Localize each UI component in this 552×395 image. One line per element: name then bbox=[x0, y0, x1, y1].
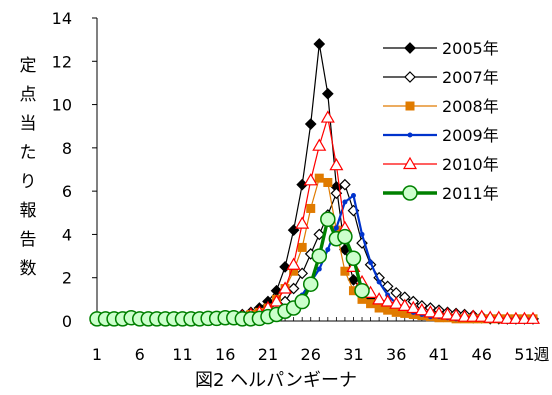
y-tick-label: 14 bbox=[52, 9, 72, 28]
data-point bbox=[302, 276, 319, 292]
data-point bbox=[306, 203, 316, 213]
legend-label: 2010年 bbox=[442, 155, 499, 174]
data-point bbox=[304, 118, 317, 130]
data-point bbox=[500, 311, 515, 324]
data-point bbox=[295, 216, 310, 229]
data-point bbox=[303, 173, 318, 186]
x-tick-label: 週 bbox=[534, 345, 550, 364]
x-tick-label: 36 bbox=[386, 345, 406, 364]
data-point bbox=[372, 292, 387, 305]
data-point bbox=[320, 110, 335, 123]
data-point bbox=[337, 228, 353, 245]
y-tick-label: 4 bbox=[62, 225, 72, 244]
data-point bbox=[406, 300, 421, 314]
data-point bbox=[329, 157, 344, 171]
data-point bbox=[320, 211, 336, 228]
data-point bbox=[333, 225, 339, 231]
data-point bbox=[508, 311, 523, 324]
legend-label: 2007年 bbox=[442, 68, 499, 87]
data-point bbox=[321, 87, 334, 100]
data-point bbox=[368, 260, 374, 266]
data-point bbox=[313, 228, 326, 241]
data-point bbox=[269, 294, 284, 307]
data-point bbox=[376, 279, 382, 285]
data-point bbox=[404, 71, 416, 83]
data-point bbox=[402, 185, 418, 201]
data-point bbox=[323, 177, 333, 187]
x-tick-label: 11 bbox=[172, 345, 192, 364]
data-point bbox=[449, 308, 464, 321]
data-point bbox=[345, 250, 362, 266]
legend-label: 2008年 bbox=[442, 97, 499, 116]
data-point bbox=[314, 173, 324, 183]
data-point bbox=[278, 281, 293, 294]
y-tick-label: 8 bbox=[62, 139, 72, 158]
y-tick-label: 6 bbox=[62, 182, 72, 201]
data-point bbox=[423, 305, 438, 318]
data-point bbox=[457, 309, 472, 322]
data-point bbox=[312, 138, 327, 151]
data-point bbox=[525, 311, 541, 324]
y-tick-label: 10 bbox=[52, 96, 72, 115]
y-tick-label: 12 bbox=[52, 52, 72, 71]
data-point bbox=[389, 296, 404, 309]
data-point bbox=[359, 231, 365, 237]
data-point bbox=[342, 199, 348, 205]
legend-label: 2005年 bbox=[442, 39, 499, 58]
data-point bbox=[297, 242, 307, 252]
x-tick-label: 51 bbox=[514, 345, 534, 364]
x-tick-label: 21 bbox=[258, 345, 278, 364]
data-point bbox=[294, 293, 310, 310]
data-point bbox=[431, 306, 446, 319]
data-point bbox=[339, 178, 351, 191]
data-point bbox=[286, 257, 301, 270]
x-tick-label: 41 bbox=[429, 345, 449, 364]
data-point bbox=[414, 302, 429, 316]
data-point bbox=[354, 282, 370, 299]
data-point bbox=[491, 310, 506, 323]
data-point bbox=[325, 247, 331, 253]
x-tick-label: 16 bbox=[215, 345, 235, 364]
data-point bbox=[517, 311, 532, 324]
data-point bbox=[397, 298, 412, 311]
data-point bbox=[404, 42, 416, 54]
data-point bbox=[402, 156, 418, 170]
data-point bbox=[296, 267, 309, 280]
legend-label: 2009年 bbox=[442, 126, 499, 145]
data-point bbox=[316, 266, 322, 272]
data-point bbox=[381, 280, 394, 293]
x-tick-label: 6 bbox=[135, 345, 145, 364]
data-point bbox=[347, 274, 360, 286]
data-point bbox=[350, 192, 356, 198]
legend-label: 2011年 bbox=[442, 184, 499, 203]
data-point bbox=[474, 309, 489, 322]
data-point bbox=[483, 310, 498, 323]
x-tick-label: 31 bbox=[343, 345, 363, 364]
data-point bbox=[405, 101, 415, 111]
y-axis-label: 定点当たり報告数 bbox=[19, 56, 37, 279]
x-tick-label: 1 bbox=[92, 345, 102, 364]
y-tick-label: 2 bbox=[62, 269, 72, 288]
data-point bbox=[313, 38, 326, 50]
data-point bbox=[407, 132, 413, 138]
data-point bbox=[287, 282, 300, 295]
chart-caption: 図2 ヘルパンギーナ bbox=[194, 370, 358, 391]
y-tick-label: 0 bbox=[62, 312, 72, 331]
data-point bbox=[466, 309, 481, 322]
data-point bbox=[440, 307, 455, 320]
x-tick-label: 26 bbox=[301, 345, 321, 364]
data-point bbox=[311, 248, 328, 264]
data-point bbox=[380, 294, 395, 307]
x-tick-label: 46 bbox=[472, 345, 492, 364]
data-point bbox=[390, 287, 403, 299]
